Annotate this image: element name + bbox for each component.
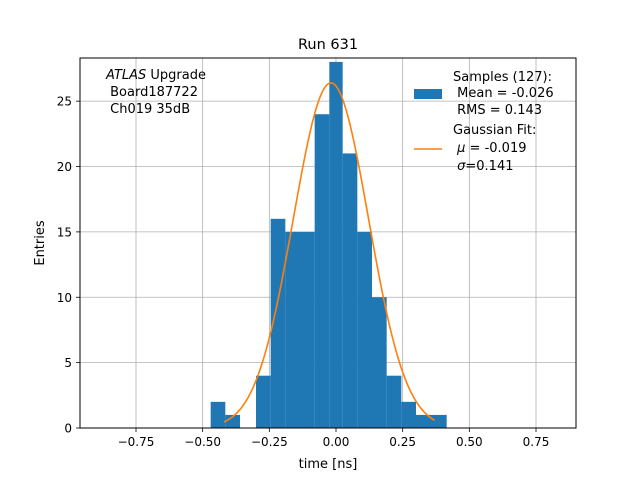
legend-samples-mean: Mean = -0.026 — [453, 86, 554, 101]
histogram-bar — [210, 401, 226, 428]
atlas-annotation: ATLAS Upgrade Board187722 Ch019 35dB — [105, 68, 206, 117]
annotation-line-1: ATLAS Upgrade — [105, 68, 206, 83]
y-tick-label: 25 — [57, 95, 72, 109]
legend-fit-mu: μ = -0.019 — [453, 141, 527, 156]
histogram-bar — [416, 414, 432, 428]
legend-sigma-symbol: σ — [457, 159, 466, 174]
x-axis-label: time [ns] — [299, 457, 358, 472]
histogram-bar — [329, 61, 343, 428]
legend-mu-value: = -0.019 — [465, 141, 526, 156]
histogram-bars — [210, 61, 447, 428]
histogram-bar — [285, 231, 300, 428]
histogram-bar — [256, 375, 271, 428]
x-tick-label: 0.00 — [323, 435, 350, 449]
histogram-bar — [225, 414, 240, 428]
histogram-bar — [432, 414, 447, 428]
annotation-line-2: Board187722 — [106, 85, 198, 100]
gaussian-fit-curve — [223, 82, 436, 423]
y-tick-label: 15 — [57, 225, 72, 239]
x-tick-label: −0.25 — [251, 435, 288, 449]
y-tick-label: 5 — [64, 356, 72, 370]
y-tick-label: 0 — [64, 422, 72, 436]
histogram-bar — [300, 231, 315, 428]
histogram-bar — [270, 218, 286, 428]
legend-samples-swatch — [414, 89, 442, 99]
y-tick-label: 10 — [57, 291, 72, 305]
x-tick-label: 0.75 — [523, 435, 550, 449]
chart-title: Run 631 — [298, 37, 358, 53]
plot-frame — [79, 57, 577, 429]
legend-mu-symbol: μ — [456, 141, 465, 156]
annotation-line-3: Ch019 35dB — [106, 102, 190, 117]
legend: Samples (127): Mean = -0.026 RMS = 0.143… — [414, 70, 554, 174]
legend-samples-rms: RMS = 0.143 — [453, 103, 542, 118]
legend-sigma-value: =0.141 — [465, 159, 513, 174]
histogram-bar — [342, 153, 358, 428]
y-axis-label: Entries — [33, 220, 48, 266]
x-tick-label: 0.25 — [389, 435, 416, 449]
histogram-bar — [372, 297, 387, 428]
x-tick-label: 0.50 — [456, 435, 483, 449]
y-tick-label: 20 — [57, 160, 72, 174]
histogram-bar — [386, 375, 402, 428]
histogram-bar — [357, 231, 372, 428]
histogram-bar — [401, 401, 416, 428]
legend-samples-title: Samples (127): — [453, 70, 552, 85]
legend-fit-title: Gaussian Fit: — [453, 123, 536, 138]
annotation-atlas: ATLAS — [105, 68, 146, 83]
histogram-bar — [314, 114, 330, 428]
x-tick-label: −0.75 — [118, 435, 155, 449]
annotation-upgrade: Upgrade — [146, 68, 206, 83]
x-tick-label: −0.50 — [184, 435, 221, 449]
x-axis-ticks: −0.75 −0.50 −0.25 0.00 0.25 0.50 0.75 — [118, 428, 550, 449]
y-axis-ticks: 0 5 10 15 20 25 — [57, 95, 80, 436]
legend-fit-sigma: σ=0.141 — [453, 159, 514, 174]
